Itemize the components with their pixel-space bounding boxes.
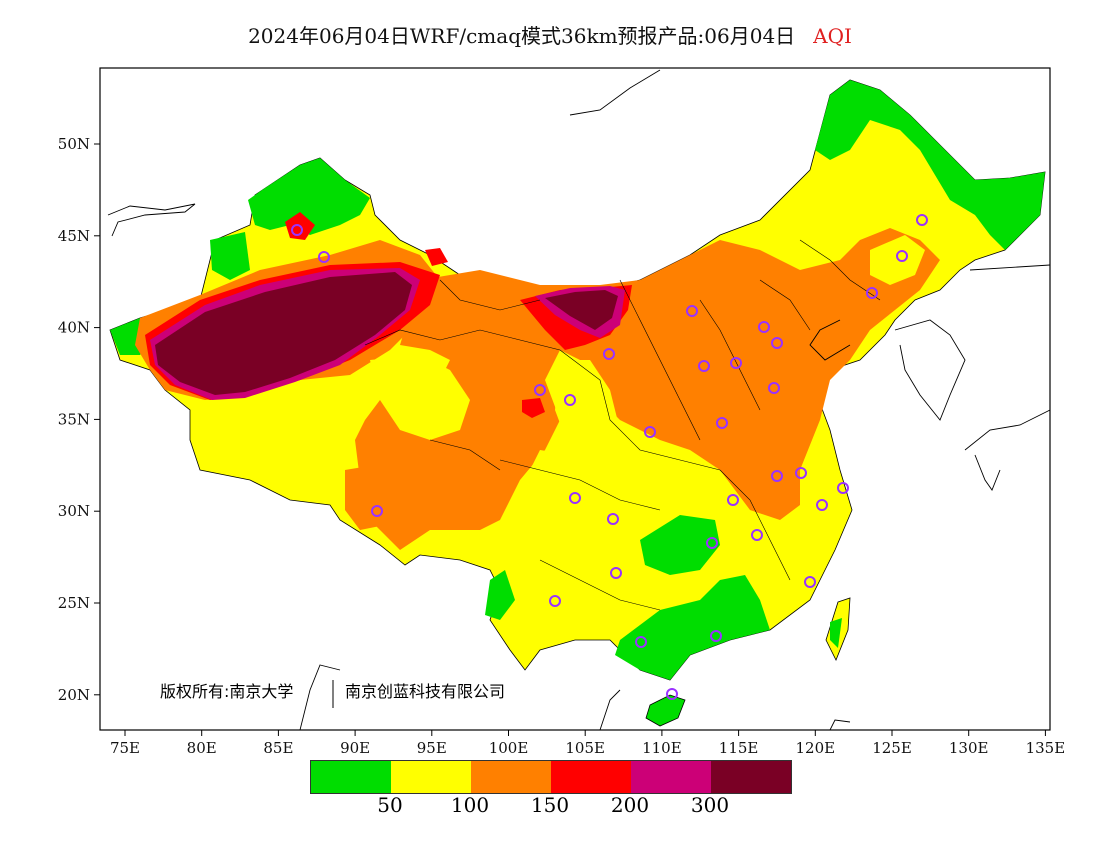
- station-marker: [804, 576, 816, 588]
- x-tick-label: 90E: [340, 739, 370, 757]
- legend-swatch: [711, 761, 791, 793]
- y-tick-label: 50N: [58, 135, 90, 153]
- station-markers: [291, 214, 928, 700]
- x-tick-label: 135E: [1026, 739, 1066, 757]
- region-good-yunnan: [485, 570, 515, 620]
- legend-label: 300: [690, 793, 730, 817]
- region-moderate-pocket-sichuan: [520, 450, 650, 570]
- station-marker: [686, 305, 698, 317]
- legend-swatch: [311, 761, 391, 793]
- station-marker: [603, 348, 615, 360]
- region-hazardous-taklimakan: [155, 272, 412, 395]
- x-tick-label: 75E: [110, 739, 140, 757]
- station-marker: [730, 357, 742, 369]
- region-good-central-south: [640, 515, 720, 575]
- station-marker: [727, 494, 739, 506]
- x-tick-label: 105E: [565, 739, 605, 757]
- legend-swatch: [471, 761, 551, 793]
- x-tick-label: 85E: [263, 739, 293, 757]
- region-good-south: [615, 575, 770, 680]
- station-marker: [751, 529, 763, 541]
- station-marker: [916, 214, 928, 226]
- station-marker: [837, 482, 849, 494]
- x-tick-label: 130E: [949, 739, 989, 757]
- station-marker: [698, 360, 710, 372]
- y-tick-label: 45N: [58, 227, 90, 245]
- station-marker: [666, 688, 678, 700]
- y-tick-label: 30N: [58, 502, 90, 520]
- region-unhealthy-ne: [425, 248, 448, 266]
- region-good-northeast: [815, 80, 1045, 250]
- station-marker: [795, 467, 807, 479]
- legend-label: 150: [530, 793, 570, 817]
- station-marker: [610, 567, 622, 579]
- station-marker: [371, 505, 383, 517]
- map-frame: [99, 67, 1051, 731]
- x-axis: 75E 80E 85E 90E 95E 100E 105E 110E 115E 120E 125E 1…: [110, 730, 1065, 757]
- station-marker: [706, 537, 718, 549]
- region-usg-tibet: [345, 465, 390, 530]
- station-marker: [896, 250, 908, 262]
- map-title: 2024年06月04日WRF/cmaq模式36km预报产品:06月04日 AQI: [0, 20, 1100, 49]
- region-taiwan-green: [830, 618, 842, 648]
- station-marker: [564, 394, 576, 406]
- x-tick-label: 100E: [489, 739, 529, 757]
- region-usg-east: [760, 295, 840, 385]
- station-marker: [758, 321, 770, 333]
- station-marker: [607, 513, 619, 525]
- legend-label: 50: [377, 793, 403, 817]
- station-marker: [771, 470, 783, 482]
- station-marker: [771, 337, 783, 349]
- coastlines: [107, 69, 1050, 730]
- station-marker: [318, 251, 330, 263]
- title-variable: AQI: [813, 24, 852, 48]
- region-unhealthy-qinghai: [522, 398, 545, 418]
- legend-colorbar: [310, 760, 792, 794]
- x-tick-label: 80E: [187, 739, 217, 757]
- x-tick-label: 125E: [872, 739, 912, 757]
- x-tick-label: 110E: [642, 739, 682, 757]
- legend-label: 200: [610, 793, 650, 817]
- legend-swatch: [551, 761, 631, 793]
- x-tick-label: 95E: [417, 739, 447, 757]
- station-marker: [534, 384, 546, 396]
- region-good-west2: [210, 232, 250, 280]
- station-marker: [569, 492, 581, 504]
- legend-label: 100: [450, 793, 490, 817]
- y-tick-label: 35N: [58, 410, 90, 428]
- region-hainan: [645, 694, 686, 727]
- station-marker: [716, 417, 728, 429]
- region-hazardous-mongolia: [545, 290, 618, 330]
- aqi-fields: [107, 69, 1050, 730]
- station-marker: [549, 595, 561, 607]
- copyright-right: 南京创蓝科技有限公司: [345, 682, 505, 701]
- station-marker: [710, 630, 722, 642]
- y-tick-label: 20N: [58, 686, 90, 704]
- legend-swatch: [631, 761, 711, 793]
- x-tick-label: 120E: [796, 739, 836, 757]
- station-marker: [866, 287, 878, 299]
- station-marker: [816, 499, 828, 511]
- title-main: 2024年06月04日WRF/cmaq模式36km预报产品:06月04日: [248, 24, 796, 48]
- copyright-left: 版权所有:南京大学: [160, 682, 293, 701]
- y-tick-label: 25N: [58, 594, 90, 612]
- station-marker: [635, 636, 647, 648]
- y-tick-label: 40N: [58, 319, 90, 337]
- legend-swatch: [391, 761, 471, 793]
- region-moderate-pocket-ne: [870, 235, 925, 285]
- x-tick-label: 115E: [719, 739, 759, 757]
- station-marker: [644, 426, 656, 438]
- province-boundaries: [364, 239, 881, 611]
- region-good-northwest: [248, 158, 370, 235]
- region-moderate-pocket-north: [555, 360, 620, 460]
- station-marker: [291, 224, 303, 236]
- region-moderate-pocket-qinghai: [370, 355, 470, 440]
- station-marker: [768, 382, 780, 394]
- y-axis: 50N 45N 40N 35N 30N 25N 20N: [58, 135, 100, 704]
